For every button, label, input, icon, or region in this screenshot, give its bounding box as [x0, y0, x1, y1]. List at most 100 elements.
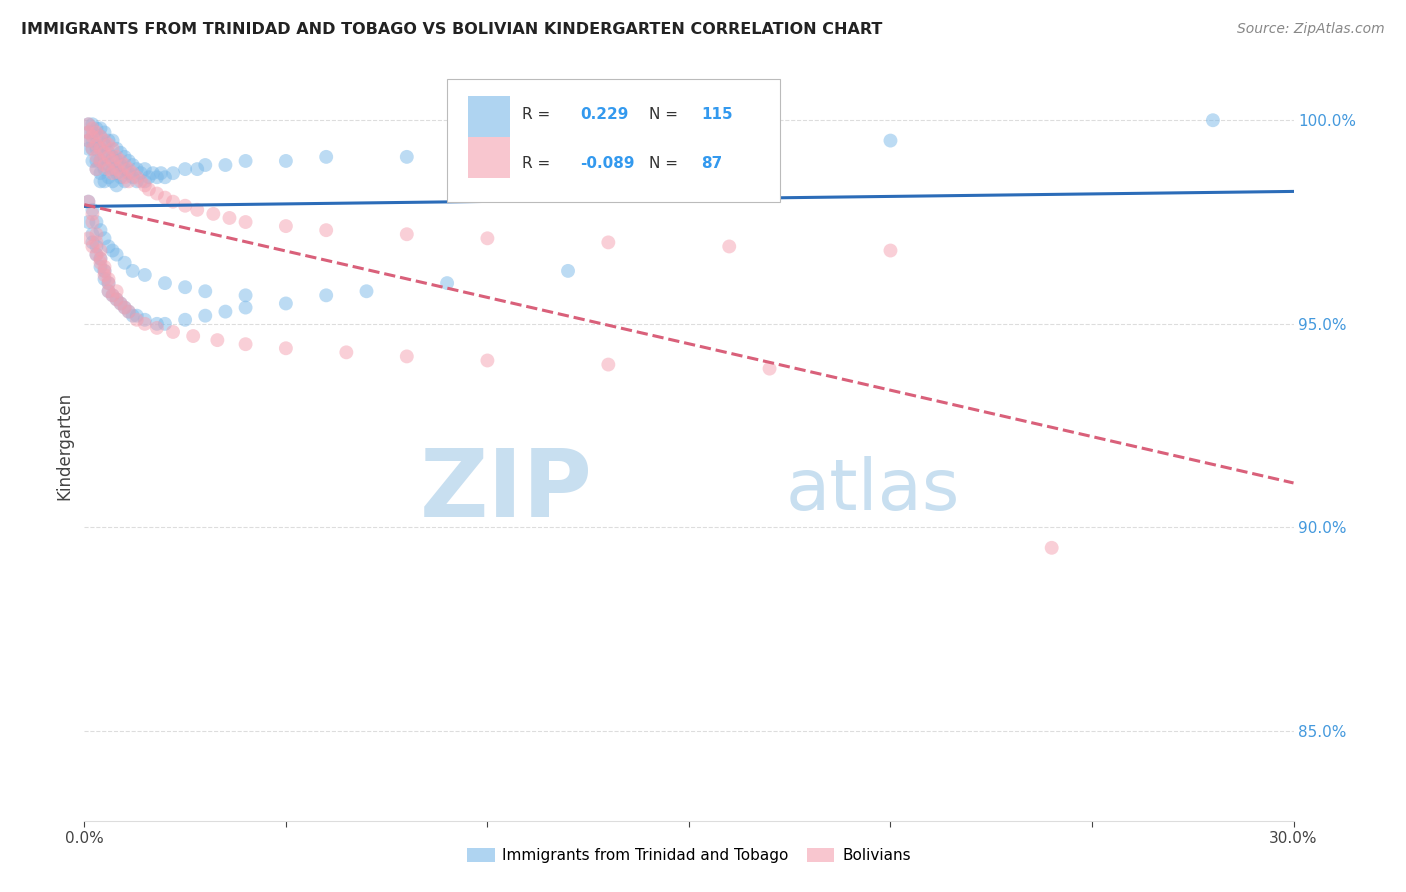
Point — [114, 162, 136, 177]
Text: 0.229: 0.229 — [581, 106, 628, 121]
Point — [86, 125, 108, 139]
Point — [121, 170, 143, 185]
Point — [82, 239, 104, 253]
Text: ZIP: ZIP — [419, 445, 592, 537]
Point — [82, 202, 104, 217]
Point — [82, 121, 104, 136]
Point — [194, 309, 217, 323]
Text: N =: N = — [650, 106, 678, 121]
Point — [97, 162, 120, 177]
Point — [146, 317, 169, 331]
Point — [235, 153, 257, 168]
Point — [89, 223, 111, 237]
Point — [105, 293, 128, 307]
Point — [97, 150, 120, 164]
Point — [86, 153, 108, 168]
Point — [77, 117, 100, 131]
Point — [138, 170, 160, 185]
Point — [93, 264, 115, 278]
Point — [82, 215, 104, 229]
Point — [93, 174, 115, 188]
Point — [153, 191, 176, 205]
Point — [146, 186, 169, 201]
Point — [118, 166, 141, 180]
Point — [218, 211, 240, 225]
Point — [202, 207, 225, 221]
Point — [105, 153, 128, 168]
Point — [146, 321, 169, 335]
Point — [274, 219, 297, 233]
Point — [89, 129, 111, 144]
Point — [1202, 113, 1225, 128]
Point — [146, 170, 169, 185]
Point — [86, 162, 108, 177]
Point — [274, 296, 297, 310]
Point — [105, 285, 128, 299]
Point — [129, 166, 152, 180]
Point — [86, 239, 108, 253]
Point — [97, 285, 120, 299]
Point — [114, 170, 136, 185]
Point — [110, 145, 132, 160]
Point — [105, 142, 128, 156]
Point — [235, 215, 257, 229]
Point — [89, 256, 111, 270]
Point — [77, 194, 100, 209]
Point — [477, 353, 499, 368]
Point — [86, 162, 108, 177]
Point — [125, 174, 148, 188]
Point — [598, 235, 620, 250]
Point — [82, 134, 104, 148]
Point — [93, 260, 115, 274]
Point — [93, 150, 115, 164]
Point — [114, 301, 136, 315]
Text: IMMIGRANTS FROM TRINIDAD AND TOBAGO VS BOLIVIAN KINDERGARTEN CORRELATION CHART: IMMIGRANTS FROM TRINIDAD AND TOBAGO VS B… — [21, 22, 883, 37]
Point — [114, 174, 136, 188]
Point — [214, 304, 236, 318]
Point — [134, 174, 156, 188]
Legend: Immigrants from Trinidad and Tobago, Bolivians: Immigrants from Trinidad and Tobago, Bol… — [461, 842, 917, 869]
Point — [315, 150, 337, 164]
Point — [678, 142, 700, 156]
Point — [86, 121, 108, 136]
Point — [129, 174, 152, 188]
Point — [557, 264, 579, 278]
Point — [879, 244, 901, 258]
Point — [356, 285, 378, 299]
Point — [97, 145, 120, 160]
Point — [97, 272, 120, 286]
Point — [105, 150, 128, 164]
Point — [77, 125, 100, 139]
Point — [101, 244, 124, 258]
Point — [1040, 541, 1063, 555]
Point — [118, 304, 141, 318]
Point — [235, 288, 257, 302]
Point — [97, 276, 120, 290]
Point — [89, 153, 111, 168]
Text: -0.089: -0.089 — [581, 156, 634, 171]
Point — [101, 288, 124, 302]
Point — [89, 129, 111, 144]
Point — [194, 158, 217, 172]
Point — [77, 134, 100, 148]
Point — [153, 170, 176, 185]
Point — [77, 125, 100, 139]
Y-axis label: Kindergarten: Kindergarten — [55, 392, 73, 500]
Point — [153, 276, 176, 290]
Point — [82, 117, 104, 131]
Point — [77, 231, 100, 245]
Point — [93, 272, 115, 286]
Point — [105, 293, 128, 307]
Point — [101, 174, 124, 188]
Point — [89, 142, 111, 156]
Point — [89, 174, 111, 188]
Text: N =: N = — [650, 156, 678, 171]
Point — [86, 129, 108, 144]
Point — [93, 134, 115, 148]
Point — [97, 158, 120, 172]
Point — [101, 153, 124, 168]
Point — [121, 309, 143, 323]
Point — [89, 260, 111, 274]
Point — [194, 285, 217, 299]
Point — [101, 166, 124, 180]
